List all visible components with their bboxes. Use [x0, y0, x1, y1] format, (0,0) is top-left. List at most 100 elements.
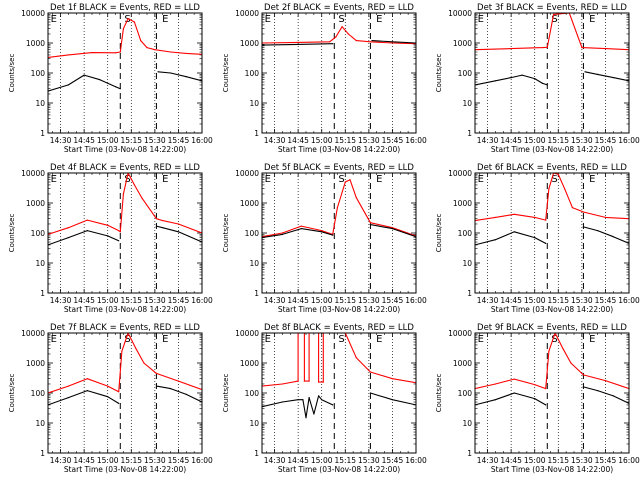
plot-frame [474, 172, 630, 294]
chart-title: Det 3f BLACK = Events, RED = LLD [477, 3, 627, 13]
x-tick-label: 14:30 [264, 136, 286, 145]
series-point [329, 41, 331, 43]
chart-title: Det 2f BLACK = Events, RED = LLD [264, 3, 414, 13]
series-point [177, 231, 179, 233]
y-axis-label: Counts/sec [8, 214, 16, 253]
series-point [281, 383, 283, 385]
series-point [534, 237, 536, 239]
series-point [347, 33, 349, 35]
x-tick-label: 15:45 [595, 296, 617, 305]
y-tick-label: 1000 [453, 39, 472, 48]
chart-title: Det 8f BLACK = Events, RED = LLD [264, 323, 414, 333]
chart-panel-6: Det 6f BLACK = Events, RED = LLD 14:30 14:… [435, 163, 640, 314]
series-point [494, 383, 496, 385]
series-point [155, 218, 157, 220]
chart-title: Det 1f BLACK = Events, RED = LLD [50, 3, 200, 13]
interval-marker-label: E [51, 334, 57, 345]
series-point [564, 188, 566, 190]
y-axis-label: Counts/sec [222, 214, 230, 253]
x-tick-label: 16:00 [618, 296, 640, 305]
series-point [322, 381, 324, 383]
x-tick-label: 15:45 [168, 456, 190, 465]
series-point [155, 372, 157, 374]
interval-marker-label: E [376, 14, 382, 25]
series-point [122, 28, 124, 30]
series-point [141, 198, 143, 200]
series-point [341, 26, 343, 28]
series-point [562, 348, 564, 350]
chart-title: Det 9f BLACK = Events, RED = LLD [477, 323, 627, 333]
series-point [510, 48, 512, 50]
y-tick-label: 100 [458, 229, 473, 238]
interval-marker-label: S [338, 174, 344, 185]
y-tick-label: 1000 [240, 359, 259, 368]
x-tick-label: 14:30 [477, 456, 499, 465]
series-point [143, 362, 145, 364]
series-point [534, 216, 536, 218]
series-point [581, 47, 583, 49]
series-point [133, 21, 135, 23]
y-tick-label: 1 [40, 129, 45, 138]
x-tick-label: 14:45 [500, 456, 522, 465]
interval-marker-label: E [478, 334, 484, 345]
x-tick-label: 15:30 [358, 136, 380, 145]
y-axis-label: Counts/sec [8, 374, 16, 413]
y-tick-label: 1 [467, 449, 472, 458]
x-tick-label: 16:00 [191, 456, 213, 465]
series-point [335, 36, 337, 38]
series-line-events [475, 386, 629, 406]
x-tick-label: 15:45 [382, 456, 404, 465]
series-point [146, 47, 148, 49]
x-tick-label: 16:00 [191, 296, 213, 305]
x-tick-label: 16:00 [191, 136, 213, 145]
series-point [604, 48, 607, 50]
y-axis-label: Counts/sec [222, 374, 230, 413]
series-point [542, 82, 544, 84]
x-tick-label: 16:00 [618, 456, 640, 465]
series-point [118, 230, 120, 232]
y-tick-label: 10 [35, 99, 45, 108]
x-tick-label: 15:30 [571, 456, 593, 465]
x-tick-label: 16:00 [618, 136, 640, 145]
x-tick-label: 14:45 [500, 296, 522, 305]
series-point [548, 350, 550, 352]
series-point [355, 197, 357, 199]
x-axis-label: Start Time (03-Nov-08 14:22:00) [64, 145, 186, 154]
y-tick-label: 100 [458, 389, 473, 398]
series-point [344, 181, 346, 183]
series-point [300, 225, 302, 227]
plot-frame [474, 332, 630, 454]
x-tick-label: 15:45 [382, 136, 404, 145]
series-point [281, 233, 283, 235]
chart-panel-9: Det 9f BLACK = Events, RED = LLD 14:30 14:… [435, 323, 640, 474]
series-group [262, 26, 416, 46]
x-tick-label: 15:30 [358, 296, 380, 305]
series-point [369, 222, 371, 224]
interval-marker-label: E [265, 14, 271, 25]
series-point [118, 402, 120, 404]
x-tick-label: 15:30 [571, 296, 593, 305]
series-point [534, 384, 536, 386]
x-tick-label: 14:30 [50, 456, 72, 465]
x-tick-label: 14:45 [73, 296, 95, 305]
x-tick-label: 14:45 [500, 136, 522, 145]
series-point [297, 399, 299, 401]
chart-panel-3: Det 3f BLACK = Events, RED = LLD 14:30 14:… [435, 3, 640, 154]
y-tick-label: 1000 [26, 359, 45, 368]
x-axis-label: Start Time (03-Nov-08 14:22:00) [491, 305, 613, 314]
y-tick-label: 10 [249, 99, 259, 108]
interval-marker-label: E [478, 14, 484, 25]
x-tick-label: 14:30 [477, 136, 499, 145]
plot-frame [47, 12, 203, 134]
interval-marker-label: E [265, 174, 271, 185]
x-tick-label: 15:45 [382, 296, 404, 305]
x-tick-label: 15:00 [97, 136, 119, 145]
y-tick-label: 100 [31, 229, 46, 238]
series-point [305, 417, 307, 419]
series-point [107, 385, 109, 387]
series-line-lld [48, 173, 202, 235]
series-point [548, 188, 550, 190]
series-point [297, 41, 299, 44]
series-point [571, 207, 574, 209]
